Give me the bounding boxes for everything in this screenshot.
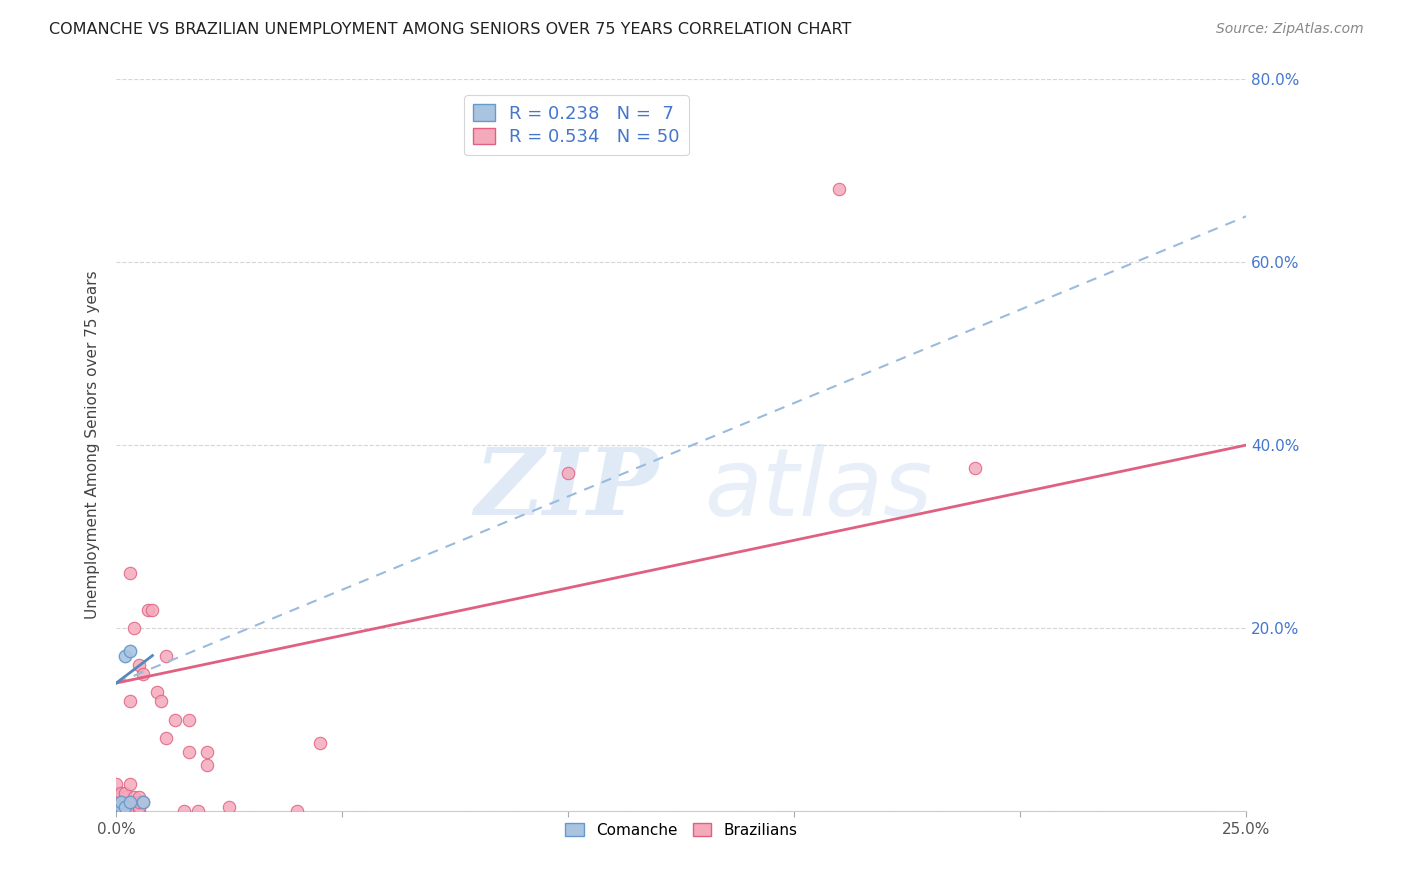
Point [110,790,132,805]
Point [114,648,136,663]
Point [136,603,159,617]
Point [118,795,141,809]
Point [118,804,141,818]
Point [218,799,240,814]
Point [163,713,186,727]
Point [141,603,163,617]
Text: atlas: atlas [704,443,932,534]
Point [114,790,136,805]
Point [110,804,132,818]
Point [118,795,141,809]
Point [105,786,128,800]
Point [114,799,136,814]
Point [110,795,132,809]
Point [118,644,141,658]
Point [128,799,150,814]
Point [128,657,150,672]
Point [308,735,330,749]
Point [110,795,132,809]
Legend: Comanche, Brazilians: Comanche, Brazilians [560,816,803,844]
Point [114,804,136,818]
Point [114,786,136,800]
Point [150,694,173,708]
Point [128,795,150,809]
Point [118,694,141,708]
Text: Source: ZipAtlas.com: Source: ZipAtlas.com [1216,22,1364,37]
Point [155,731,177,745]
Point [110,799,132,814]
Point [195,758,218,772]
Point [177,745,200,759]
Point [132,795,155,809]
Point [105,795,128,809]
Point [828,182,851,196]
Point [114,799,136,814]
Point [110,786,132,800]
Text: COMANCHE VS BRAZILIAN UNEMPLOYMENT AMONG SENIORS OVER 75 YEARS CORRELATION CHART: COMANCHE VS BRAZILIAN UNEMPLOYMENT AMONG… [49,22,852,37]
Point [128,804,150,818]
Point [105,777,128,791]
Point [114,795,136,809]
Point [124,790,146,805]
Point [118,777,141,791]
Point [124,621,146,635]
Text: ZIP: ZIP [474,444,658,534]
Point [557,466,579,480]
Point [285,804,308,818]
Point [124,795,146,809]
Point [963,461,986,475]
Point [173,804,195,818]
Point [110,799,132,814]
Point [105,799,128,814]
Point [177,713,200,727]
Point [155,648,177,663]
Point [118,566,141,581]
Point [195,745,218,759]
Point [146,685,169,699]
Point [132,666,155,681]
Point [128,790,150,805]
Point [118,799,141,814]
Point [132,795,155,809]
Point [187,804,209,818]
Point [124,799,146,814]
Y-axis label: Unemployment Among Seniors over 75 years: Unemployment Among Seniors over 75 years [86,271,100,619]
